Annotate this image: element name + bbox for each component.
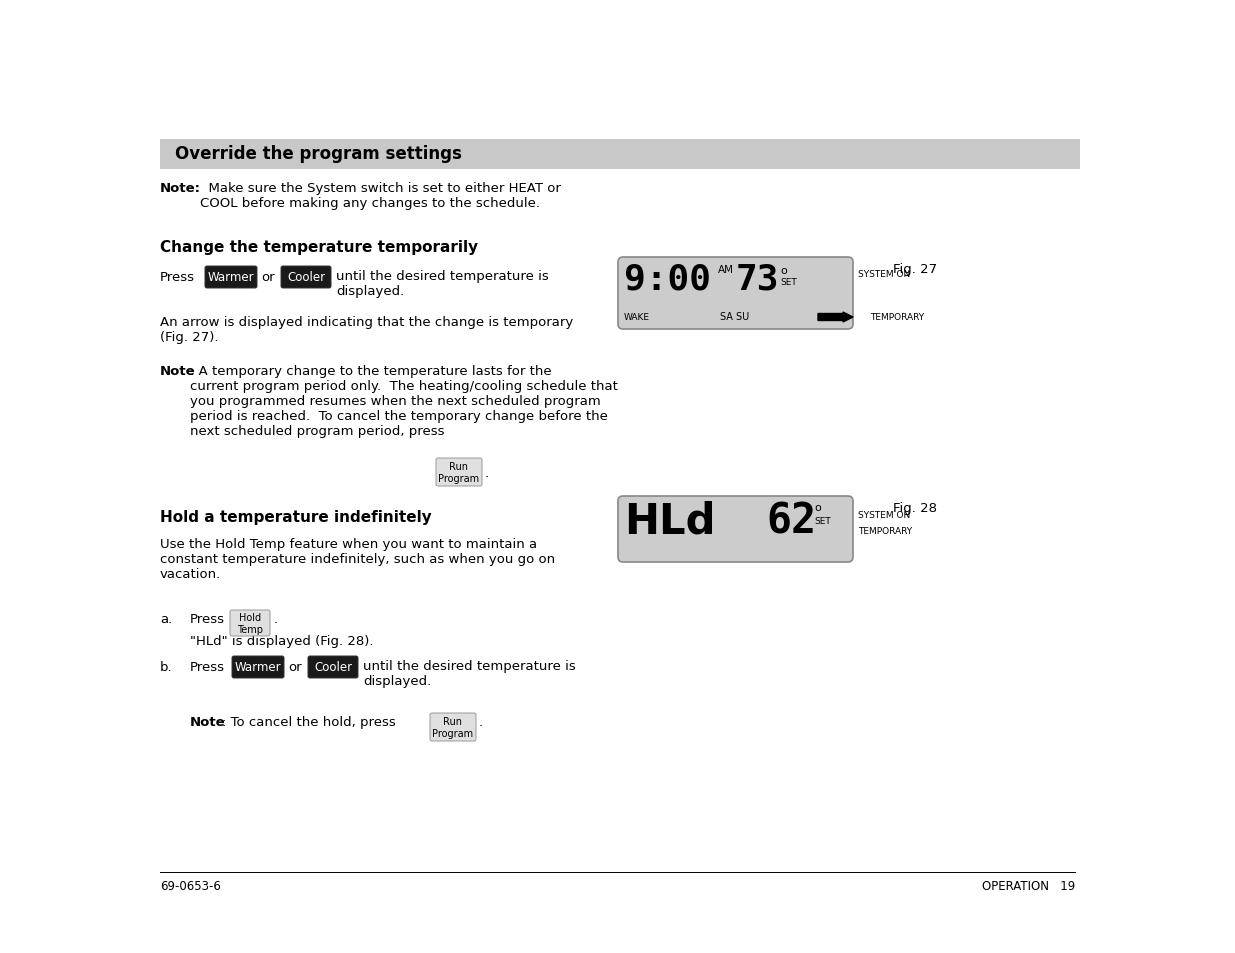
Text: Use the Hold Temp feature when you want to maintain a
constant temperature indef: Use the Hold Temp feature when you want …	[161, 537, 555, 580]
Text: Hold a temperature indefinitely: Hold a temperature indefinitely	[161, 510, 432, 524]
Text: Warmer: Warmer	[207, 272, 254, 284]
Text: SYSTEM ON: SYSTEM ON	[858, 511, 910, 519]
Text: Make sure the System switch is set to either HEAT or
COOL before making any chan: Make sure the System switch is set to ei…	[200, 182, 561, 210]
Text: : To cancel the hold, press: : To cancel the hold, press	[222, 716, 395, 728]
Text: An arrow is displayed indicating that the change is temporary
(Fig. 27).: An arrow is displayed indicating that th…	[161, 315, 573, 344]
FancyBboxPatch shape	[618, 497, 853, 562]
Text: AM: AM	[718, 265, 734, 274]
Text: Run
Program: Run Program	[438, 461, 479, 483]
FancyBboxPatch shape	[618, 257, 853, 330]
Text: Cooler: Cooler	[314, 660, 352, 674]
Text: Warmer: Warmer	[235, 660, 282, 674]
Text: WAKE: WAKE	[624, 313, 650, 322]
Bar	[161, 140, 1079, 170]
Text: until the desired temperature is
displayed.: until the desired temperature is display…	[363, 659, 576, 687]
Text: : A temporary change to the temperature lasts for the
current program period onl: : A temporary change to the temperature …	[190, 365, 618, 437]
Text: Override the program settings: Override the program settings	[175, 145, 462, 163]
Text: until the desired temperature is
displayed.: until the desired temperature is display…	[336, 270, 548, 297]
Text: TEMPORARY: TEMPORARY	[858, 526, 913, 536]
Text: SA SU: SA SU	[720, 312, 750, 322]
Text: .: .	[274, 613, 278, 625]
Text: Press: Press	[190, 613, 225, 625]
Text: or: or	[261, 272, 274, 284]
FancyBboxPatch shape	[205, 267, 257, 289]
Text: Hold
Temp: Hold Temp	[237, 613, 263, 634]
FancyBboxPatch shape	[430, 713, 475, 741]
Text: Press: Press	[190, 660, 225, 674]
Text: .: .	[479, 716, 483, 728]
Text: Note: Note	[161, 365, 195, 377]
FancyBboxPatch shape	[232, 657, 284, 679]
Text: or: or	[288, 660, 301, 674]
Text: "HLd" is displayed (Fig. 28).: "HLd" is displayed (Fig. 28).	[190, 635, 373, 647]
FancyBboxPatch shape	[230, 610, 270, 637]
Text: TEMPORARY: TEMPORARY	[869, 313, 924, 322]
Text: Note:: Note:	[161, 182, 201, 194]
Text: 9:00: 9:00	[624, 263, 711, 296]
Text: o: o	[781, 266, 787, 275]
Text: Run
Program: Run Program	[432, 717, 473, 738]
Text: 69-0653-6: 69-0653-6	[161, 879, 221, 892]
Text: Fig. 27: Fig. 27	[893, 263, 937, 275]
Text: Press: Press	[161, 272, 195, 284]
Text: Fig. 28: Fig. 28	[893, 501, 937, 515]
Text: .: .	[485, 467, 489, 479]
Text: SYSTEM ON: SYSTEM ON	[858, 270, 910, 278]
Text: Change the temperature temporarily: Change the temperature temporarily	[161, 240, 478, 254]
Text: Note: Note	[190, 716, 226, 728]
Text: 73: 73	[736, 263, 779, 296]
FancyBboxPatch shape	[308, 657, 358, 679]
Text: HLd: HLd	[624, 499, 715, 541]
Text: Cooler: Cooler	[287, 272, 325, 284]
Text: a.: a.	[161, 613, 172, 625]
Text: OPERATION   19: OPERATION 19	[982, 879, 1074, 892]
FancyBboxPatch shape	[282, 267, 331, 289]
FancyBboxPatch shape	[436, 458, 482, 486]
Text: b.: b.	[161, 660, 173, 674]
Text: SET: SET	[781, 277, 797, 287]
Text: SET: SET	[814, 517, 831, 525]
FancyArrow shape	[818, 313, 853, 323]
Text: o: o	[814, 502, 821, 513]
Text: 62: 62	[766, 499, 816, 541]
